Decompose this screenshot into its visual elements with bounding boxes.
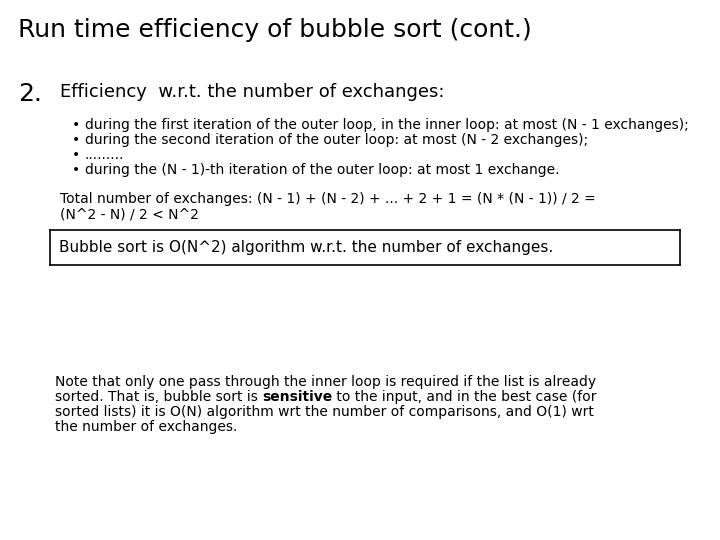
Text: sorted. That is, bubble sort is: sorted. That is, bubble sort is — [55, 390, 262, 404]
Text: during the second iteration of the outer loop: at most (N - 2 exchanges);: during the second iteration of the outer… — [85, 133, 588, 147]
Text: Bubble sort is O(N^2) algorithm w.r.t. the number of exchanges.: Bubble sort is O(N^2) algorithm w.r.t. t… — [60, 240, 554, 255]
Text: .........: ......... — [85, 148, 125, 162]
Text: the number of exchanges.: the number of exchanges. — [55, 420, 238, 434]
Text: •: • — [72, 163, 80, 177]
Text: Note that only one pass through the inner loop is required if the list is alread: Note that only one pass through the inne… — [55, 375, 596, 389]
Text: •: • — [72, 133, 80, 147]
Text: during the first iteration of the outer loop, in the inner loop: at most (N - 1 : during the first iteration of the outer … — [85, 118, 689, 132]
Text: •: • — [72, 148, 80, 162]
Text: •: • — [72, 118, 80, 132]
Text: (N^2 - N) / 2 < N^2: (N^2 - N) / 2 < N^2 — [60, 207, 199, 221]
Text: to the input, and in the best case (for: to the input, and in the best case (for — [333, 390, 597, 404]
Text: 2.: 2. — [18, 82, 42, 106]
Text: Efficiency  w.r.t. the number of exchanges:: Efficiency w.r.t. the number of exchange… — [60, 83, 444, 101]
Text: Total number of exchanges: (N - 1) + (N - 2) + ... + 2 + 1 = (N * (N - 1)) / 2 =: Total number of exchanges: (N - 1) + (N … — [60, 192, 595, 206]
Text: sensitive: sensitive — [262, 390, 333, 404]
Text: Run time efficiency of bubble sort (cont.): Run time efficiency of bubble sort (cont… — [18, 18, 532, 42]
Text: during the (N - 1)-th iteration of the outer loop: at most 1 exchange.: during the (N - 1)-th iteration of the o… — [85, 163, 559, 177]
Text: sorted lists) it is O(N) algorithm wrt the number of comparisons, and O(1) wrt: sorted lists) it is O(N) algorithm wrt t… — [55, 405, 594, 419]
